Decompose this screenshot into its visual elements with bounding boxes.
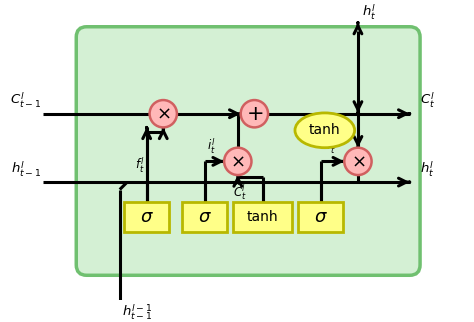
Text: tanh: tanh: [309, 123, 341, 137]
Text: $+$: $+$: [246, 104, 263, 124]
FancyBboxPatch shape: [182, 202, 227, 232]
Text: $f_t^l$: $f_t^l$: [135, 156, 145, 175]
Text: tanh: tanh: [247, 210, 278, 224]
Circle shape: [344, 148, 372, 175]
Circle shape: [241, 100, 268, 128]
Text: $\sigma$: $\sigma$: [140, 208, 154, 226]
FancyBboxPatch shape: [298, 202, 343, 232]
Ellipse shape: [295, 113, 355, 148]
Text: $h_t^l$: $h_t^l$: [420, 159, 434, 179]
Text: $C_{t-1}^l$: $C_{t-1}^l$: [10, 91, 41, 110]
FancyBboxPatch shape: [76, 27, 420, 275]
Text: $\times$: $\times$: [156, 105, 171, 123]
Text: $\sigma$: $\sigma$: [198, 208, 211, 226]
Text: $\tilde{C}_t^l$: $\tilde{C}_t^l$: [233, 183, 247, 202]
Text: $\sigma$: $\sigma$: [314, 208, 328, 226]
Circle shape: [224, 148, 252, 175]
Text: $o_t^l$: $o_t^l$: [323, 137, 336, 156]
Text: $\times$: $\times$: [230, 152, 245, 170]
Circle shape: [150, 100, 177, 128]
Text: $h_{t-1}^l$: $h_{t-1}^l$: [10, 159, 41, 179]
Text: $i_t^l$: $i_t^l$: [207, 137, 216, 156]
Text: $C_t^l$: $C_t^l$: [420, 91, 435, 110]
Text: $h_{t-1}^{l-1}$: $h_{t-1}^{l-1}$: [122, 302, 152, 322]
FancyBboxPatch shape: [233, 202, 292, 232]
Text: $\times$: $\times$: [351, 152, 365, 170]
Text: $h_t^l$: $h_t^l$: [362, 2, 376, 22]
FancyBboxPatch shape: [124, 202, 169, 232]
